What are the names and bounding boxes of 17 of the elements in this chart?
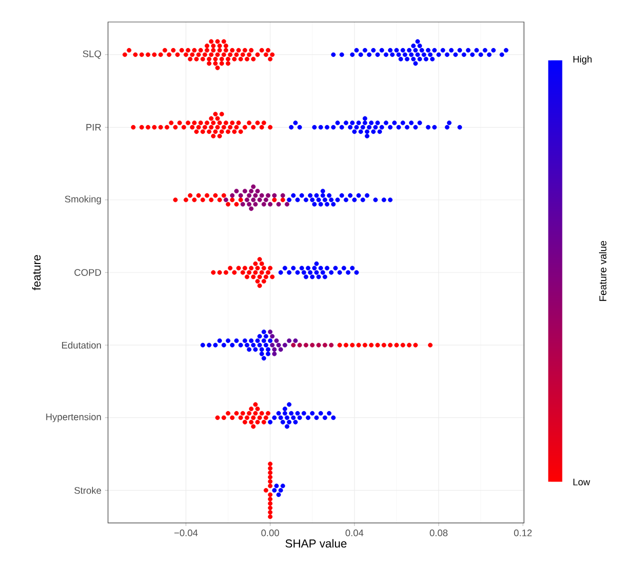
x-tick-label: 0.12 [514,530,532,536]
color-bar-label: Low [573,478,590,486]
x-axis-title: SHAP value [286,539,346,548]
y-tick-label: SLQ [82,50,102,59]
x-tick-label: 0.08 [430,530,448,536]
y-tick-label: Hypertension [46,413,101,422]
y-tick-label: Smoking [64,195,101,204]
y-tick-label: Stroke [74,486,102,494]
color-bar-label: High [573,56,592,65]
x-tick-label: 0.04 [346,530,364,536]
x-tick-label: −0.04 [174,530,198,536]
y-tick-label: Edutation [62,342,101,349]
y-axis-title: feature [32,255,41,290]
y-tick-label: PIR [86,124,102,131]
x-tick-label: 0.00 [261,530,280,536]
y-tick-label: COPD [74,269,102,276]
color-bar-title: Feature value [599,240,606,301]
